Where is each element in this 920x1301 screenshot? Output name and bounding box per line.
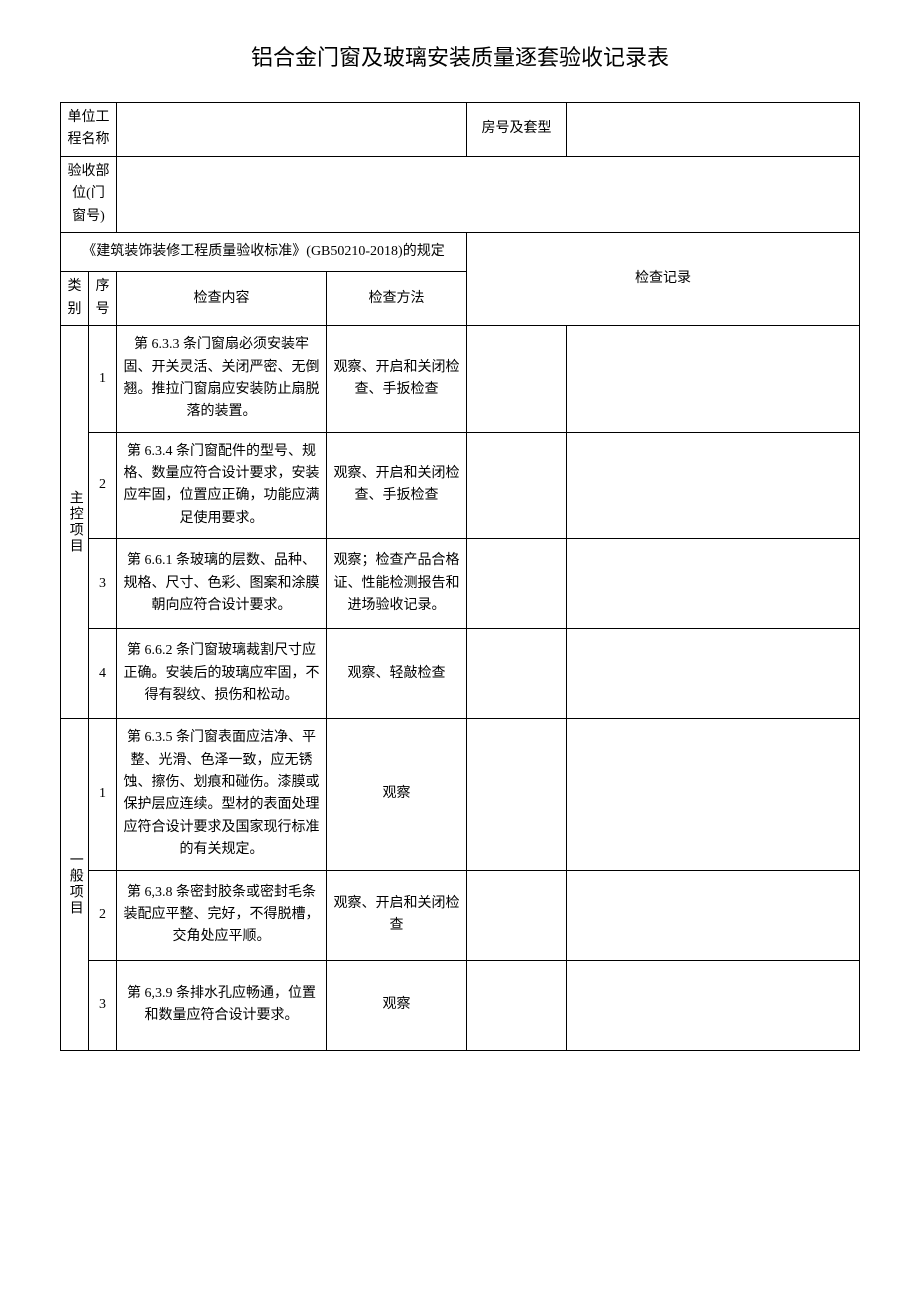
content-cell: 第 6,3.8 条密封胶条或密封毛条装配应平整、完好，不得脱槽，交角处应平顺。 (117, 870, 327, 960)
record-cell (467, 432, 567, 539)
inspection-table: 单位工程名称 房号及套型 验收部位(门窗号) 《建筑装饰装修工程质量验收标准》(… (60, 102, 860, 1051)
record-cell (567, 326, 860, 433)
method-cell: 观察 (327, 719, 467, 870)
method-cell: 观察、开启和关闭检查 (327, 870, 467, 960)
content-cell: 第 6.6.2 条门窗玻璃裁割尺寸应正确。安装后的玻璃应牢固，不得有裂纹、损伤和… (117, 629, 327, 719)
seq-cell: 3 (89, 960, 117, 1050)
method-cell: 观察、开启和关闭检查、手扳检查 (327, 326, 467, 433)
record-cell (467, 960, 567, 1050)
project-name-value (117, 103, 467, 157)
method-cell: 观察；检查产品合格证、性能检测报告和进场验收记录。 (327, 539, 467, 629)
seq-cell: 2 (89, 432, 117, 539)
content-cell: 第 6.3.4 条门窗配件的型号、规格、数量应符合设计要求，安装应牢固，位置应正… (117, 432, 327, 539)
content-cell: 第 6,3.9 条排水孔应畅通，位置和数量应符合设计要求。 (117, 960, 327, 1050)
method-cell: 观察、开启和关闭检查、手扳检查 (327, 432, 467, 539)
record-cell (567, 539, 860, 629)
project-name-label: 单位工程名称 (61, 103, 117, 157)
standard-title: 《建筑装饰装修工程质量验收标准》(GB50210-2018)的规定 (61, 232, 467, 271)
seq-cell: 1 (89, 326, 117, 433)
seq-cell: 1 (89, 719, 117, 870)
method-cell: 观察、轻敲检查 (327, 629, 467, 719)
seq-cell: 2 (89, 870, 117, 960)
content-cell: 第 6.6.1 条玻璃的层数、品种、规格、尺寸、色彩、图案和涂膜朝向应符合设计要… (117, 539, 327, 629)
record-cell (567, 719, 860, 870)
page-title: 铝合金门窗及玻璃安装质量逐套验收记录表 (60, 40, 860, 72)
content-header: 检查内容 (117, 272, 327, 326)
inspect-part-label: 验收部位(门窗号) (61, 156, 117, 232)
room-value (567, 103, 860, 157)
content-cell: 第 6.3.3 条门窗扇必须安装牢固、开关灵活、关闭严密、无倒翘。推拉门窗扇应安… (117, 326, 327, 433)
room-label: 房号及套型 (467, 103, 567, 157)
record-cell (467, 539, 567, 629)
record-cell (467, 629, 567, 719)
category-header: 类别 (61, 272, 89, 326)
method-cell: 观察 (327, 960, 467, 1050)
inspect-part-value (117, 156, 860, 232)
inspect-record-label: 检查记录 (467, 232, 860, 325)
record-cell (467, 719, 567, 870)
record-cell (567, 870, 860, 960)
content-cell: 第 6.3.5 条门窗表面应洁净、平整、光滑、色泽一致，应无锈蚀、擦伤、划痕和碰… (117, 719, 327, 870)
record-cell (567, 629, 860, 719)
seq-cell: 4 (89, 629, 117, 719)
seq-cell: 3 (89, 539, 117, 629)
category-main: 主控项目 (61, 326, 89, 719)
method-header: 检查方法 (327, 272, 467, 326)
seq-header: 序号 (89, 272, 117, 326)
record-cell (567, 432, 860, 539)
record-cell (567, 960, 860, 1050)
category-general: 一般项目 (61, 719, 89, 1050)
record-cell (467, 326, 567, 433)
record-cell (467, 870, 567, 960)
